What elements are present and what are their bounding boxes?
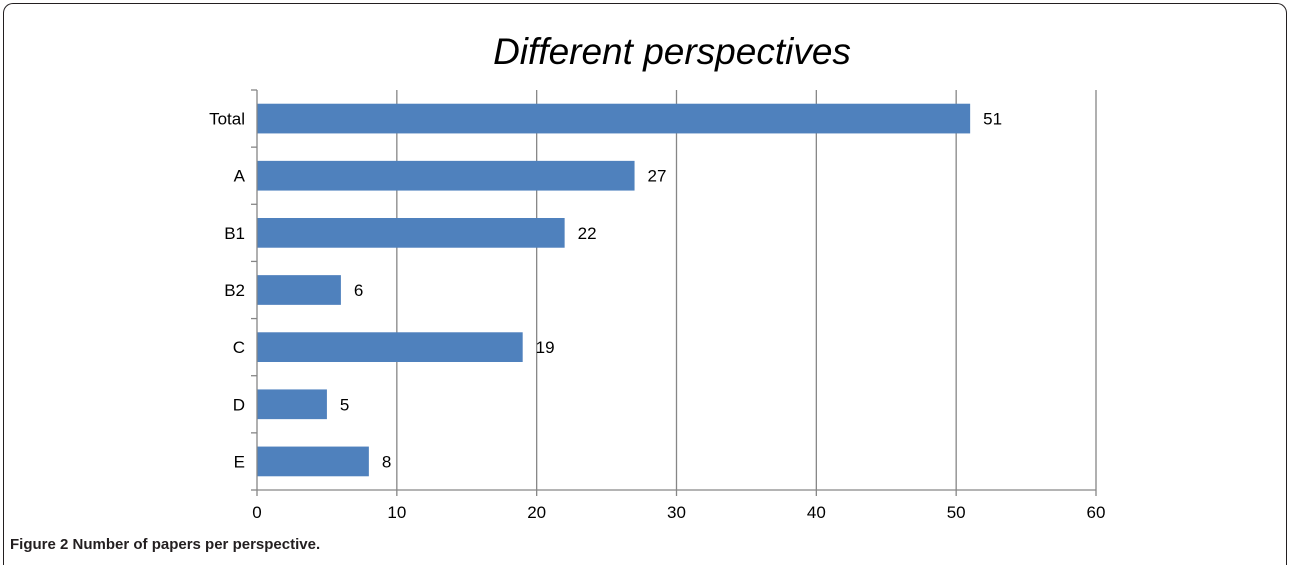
chart-title: Different perspectives xyxy=(493,31,851,72)
figure-caption: Figure 2 Number of papers per perspectiv… xyxy=(10,536,320,553)
data-label-Total: 51 xyxy=(983,110,1002,129)
bar-C xyxy=(257,332,523,362)
bars xyxy=(257,103,971,477)
figure-frame xyxy=(3,3,1287,565)
category-label-C: C xyxy=(233,338,245,357)
data-label-E: 8 xyxy=(382,452,391,471)
x-tick-label-30: 30 xyxy=(667,503,686,522)
x-tick-label-50: 50 xyxy=(947,503,966,522)
category-label-B1: B1 xyxy=(224,224,245,243)
data-label-B1: 22 xyxy=(578,224,597,243)
x-tick-label-60: 60 xyxy=(1087,503,1106,522)
x-tick-label-20: 20 xyxy=(527,503,546,522)
bar-D xyxy=(257,389,327,420)
x-tick-label-0: 0 xyxy=(252,503,261,522)
category-label-A: A xyxy=(234,167,246,186)
data-label-D: 5 xyxy=(340,395,349,414)
bar-Total xyxy=(257,103,971,134)
data-label-B2: 6 xyxy=(354,281,363,300)
x-tick-labels: 0 10 20 30 40 50 60 xyxy=(252,503,1105,522)
data-labels: 51 27 22 6 19 5 8 xyxy=(340,110,1002,472)
category-label-Total: Total xyxy=(209,110,245,129)
bar-chart: Different perspectives 51 27 22 6 19 5 8 Total… xyxy=(209,31,1105,522)
category-label-D: D xyxy=(233,395,245,414)
data-label-A: 27 xyxy=(648,167,667,186)
category-label-E: E xyxy=(234,452,245,471)
bar-B2 xyxy=(257,275,341,305)
bar-B1 xyxy=(257,218,565,248)
category-label-B2: B2 xyxy=(224,281,245,300)
x-tick-label-10: 10 xyxy=(387,503,406,522)
data-label-C: 19 xyxy=(536,338,555,357)
caption-label: Figure 2 xyxy=(10,536,69,553)
gridlines xyxy=(251,89,1097,496)
caption-text: Number of papers per perspective. xyxy=(72,536,321,553)
bar-E xyxy=(257,446,369,477)
x-tick-label-40: 40 xyxy=(807,503,826,522)
bar-A xyxy=(257,160,635,191)
category-labels: Total A B1 B2 C D E xyxy=(209,110,246,472)
